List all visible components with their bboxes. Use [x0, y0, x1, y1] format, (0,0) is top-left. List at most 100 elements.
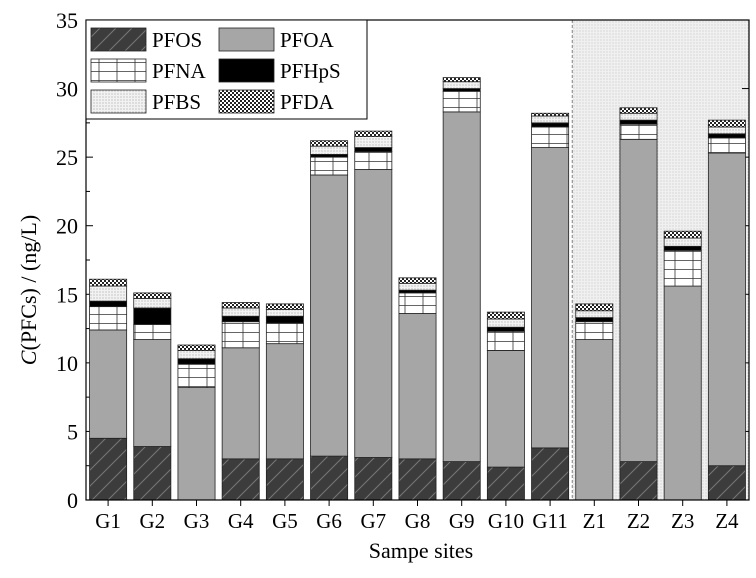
bar-stack-g6: [310, 140, 349, 501]
bar-segment-pfhps: [707, 133, 746, 139]
x-axis-ticks: G1 G2 G3 G4 G5 G6 G7 G8 G9 G10 G11 Z1 Z2 Z3 Z4: [95, 500, 739, 533]
y-axis-label: C(PFCs) / (ng/L): [16, 215, 41, 365]
legend-swatch-pfda: [218, 89, 275, 114]
bar-segment-pfos: [619, 461, 658, 501]
bar-segment-pfna: [221, 321, 260, 349]
bar-segment-pfhps: [133, 307, 172, 325]
bar-segment-pfda: [133, 292, 172, 299]
bar-segment-pfbs: [619, 112, 658, 121]
y-tick-label: 20: [56, 214, 78, 239]
bar-segment-pfda: [221, 302, 260, 309]
bar-segment-pfna: [177, 363, 216, 388]
bar-segment-pfos: [89, 437, 128, 501]
bar-segment-pfos: [531, 447, 570, 501]
bar-segment-pfos: [398, 458, 437, 501]
bar-segment-pfda: [442, 77, 481, 83]
x-tick-label: G2: [139, 509, 165, 533]
bar-segment-pfda: [89, 278, 128, 287]
bar-segment-pfhps: [310, 153, 349, 158]
bar-segment-pfbs: [442, 81, 481, 89]
bar-stack-z3: [663, 230, 702, 501]
bar-segment-pfda: [663, 230, 702, 239]
y-tick-label: 10: [56, 351, 78, 376]
bar-stack-g5: [265, 303, 304, 501]
bar-segment-pfos: [265, 458, 304, 501]
bars-layer: [89, 77, 746, 501]
bar-segment-pfna: [310, 156, 349, 176]
y-tick-label: 15: [56, 282, 78, 307]
bar-segment-pfda: [575, 303, 614, 312]
bar-segment-pfda: [398, 277, 437, 284]
y-tick-label: 5: [67, 419, 78, 444]
bar-segment-pfna: [575, 321, 614, 340]
bar-segment-pfbs: [707, 126, 746, 135]
bar-segment-pfhps: [663, 245, 702, 251]
y-tick-label: 0: [67, 488, 78, 513]
bar-segment-pfbs: [354, 136, 393, 148]
legend-swatch-pfbs: [90, 89, 147, 114]
bar-segment-pfhps: [89, 300, 128, 308]
bar-segment-pfna: [442, 90, 481, 113]
bar-segment-pfos: [221, 458, 260, 501]
bar-segment-pfoa: [575, 339, 614, 501]
bar-segment-pfhps: [221, 315, 260, 323]
bar-segment-pfoa: [89, 329, 128, 439]
x-tick-label: G6: [316, 509, 342, 533]
bar-segment-pfos: [707, 465, 746, 501]
bar-stack-g1: [89, 278, 128, 501]
bar-segment-pfbs: [177, 350, 216, 360]
bar-segment-pfda: [177, 344, 216, 351]
bar-segment-pfna: [619, 123, 658, 140]
x-axis-label: Sampe sites: [369, 538, 474, 563]
bar-segment-pfna: [707, 137, 746, 154]
bar-segment-pfos: [442, 461, 481, 501]
x-tick-label: Z4: [715, 509, 739, 533]
bar-segment-pfda: [707, 119, 746, 128]
y-tick-label: 25: [56, 145, 78, 170]
bar-segment-pfna: [89, 306, 128, 331]
bar-segment-pfhps: [486, 326, 525, 332]
x-tick-label: G7: [360, 509, 386, 533]
bar-segment-pfoa: [221, 347, 260, 460]
legend-swatch-pfna: [90, 58, 147, 83]
bar-segment-pfoa: [707, 152, 746, 467]
legend-label-pfoa: PFOA: [280, 28, 335, 52]
bar-segment-pfos: [310, 455, 349, 501]
legend-swatch-pfos: [90, 27, 147, 52]
bar-stack-g10: [486, 311, 525, 501]
bar-stack-g11: [531, 112, 570, 501]
bar-stack-g2: [133, 292, 172, 501]
bar-segment-pfda: [265, 303, 304, 310]
bar-segment-pfoa: [442, 111, 481, 463]
bar-segment-pfna: [398, 292, 437, 314]
bar-segment-pfna: [265, 322, 304, 345]
bar-segment-pfoa: [619, 138, 658, 462]
x-tick-label: G11: [532, 509, 567, 533]
x-tick-label: Z2: [627, 509, 650, 533]
y-tick-label: 35: [56, 8, 78, 33]
x-tick-label: G10: [488, 509, 524, 533]
x-tick-label: G5: [272, 509, 298, 533]
bar-segment-pfda: [531, 112, 570, 117]
bar-segment-pfda: [619, 107, 658, 114]
bar-segment-pfna: [531, 126, 570, 148]
x-tick-label: Z3: [671, 509, 694, 533]
bar-segment-pfbs: [531, 115, 570, 124]
bar-segment-pfbs: [575, 310, 614, 319]
bar-segment-pfos: [354, 457, 393, 501]
bar-segment-pfoa: [177, 387, 216, 501]
legend-label-pfbs: PFBS: [152, 90, 201, 114]
bar-stack-g3: [177, 344, 216, 501]
x-tick-label: G3: [184, 509, 210, 533]
bar-segment-pfbs: [265, 308, 304, 317]
bar-stack-z2: [619, 107, 658, 501]
legend-label-pfhps: PFHpS: [280, 59, 341, 83]
bar-segment-pfbs: [663, 237, 702, 247]
bar-segment-pfhps: [265, 315, 304, 324]
bar-segment-pfbs: [486, 318, 525, 328]
bar-segment-pfna: [354, 151, 393, 170]
bar-segment-pfbs: [133, 297, 172, 309]
x-tick-label: Z1: [583, 509, 606, 533]
bar-segment-pfhps: [531, 122, 570, 128]
